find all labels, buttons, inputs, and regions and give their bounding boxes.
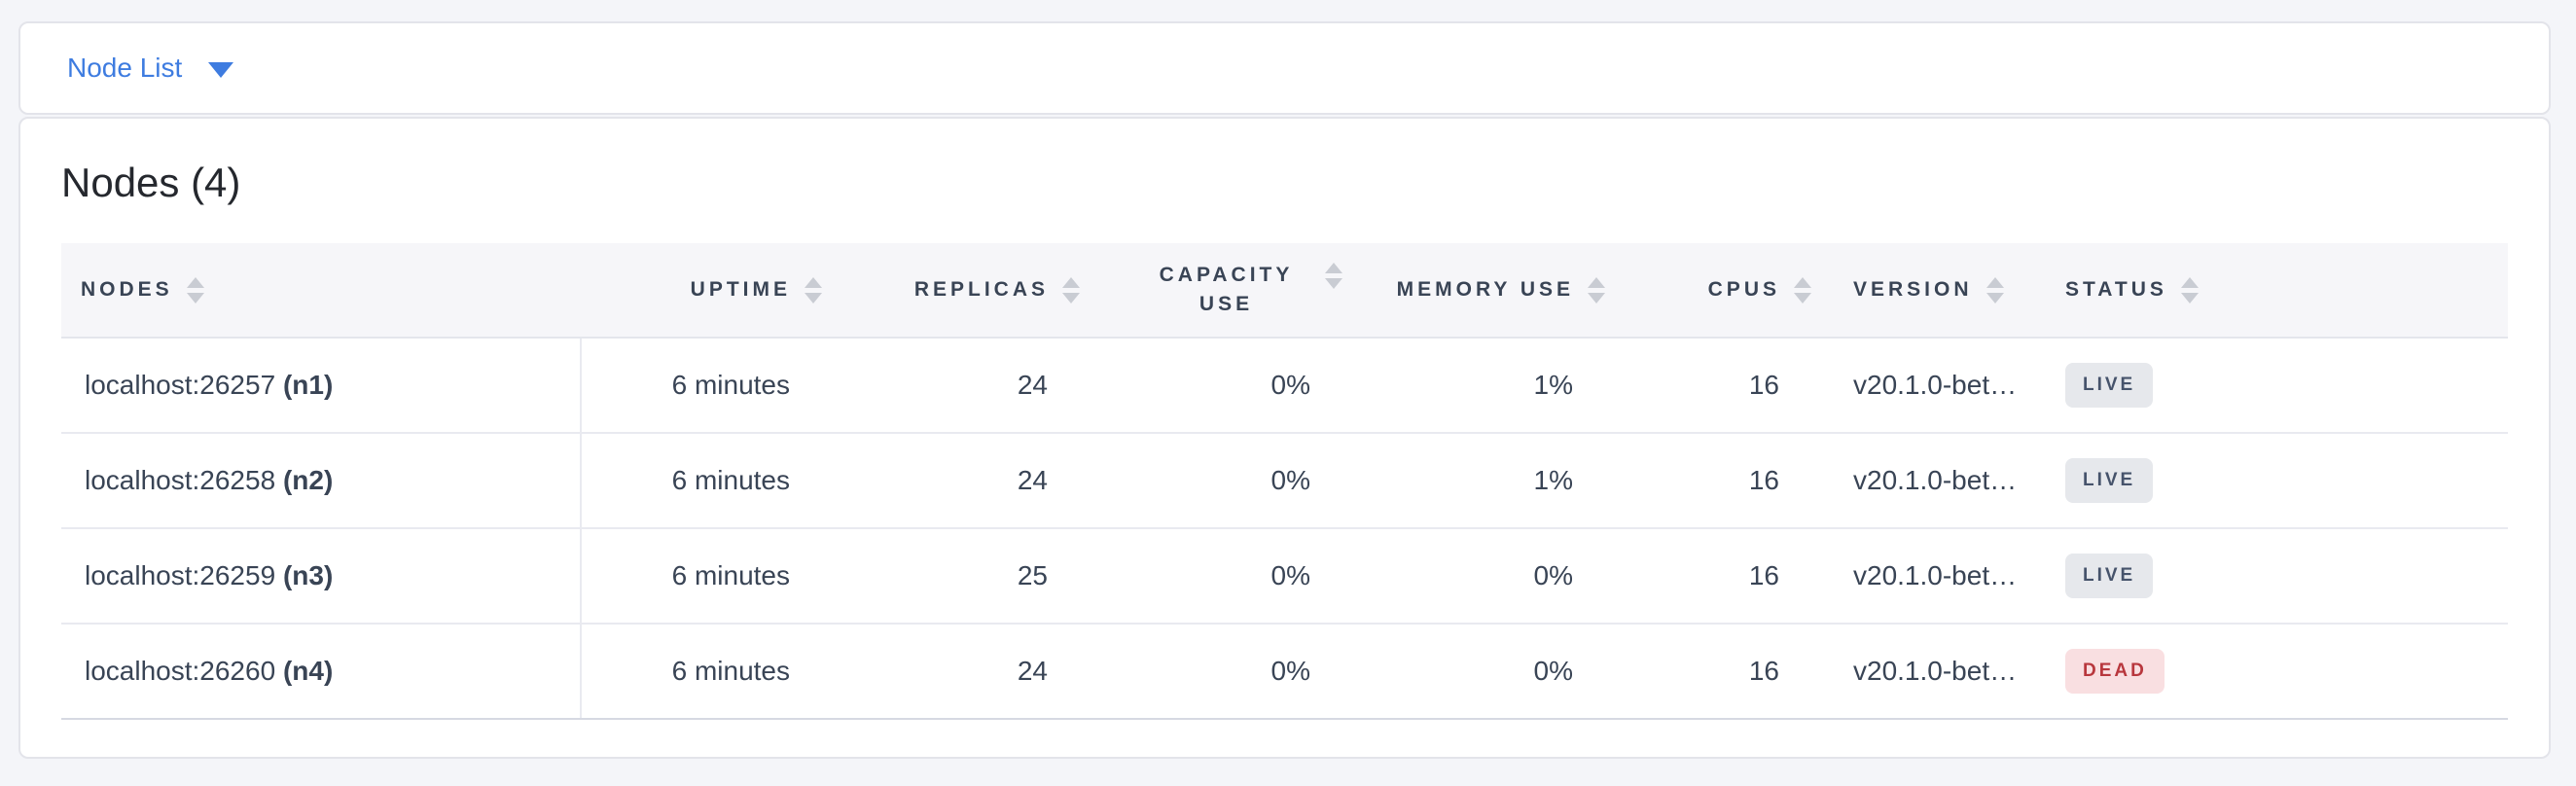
column-header-status[interactable]: STATUS [2033,243,2508,339]
node-address: localhost:26260 [85,656,283,686]
cpus-cell: 16 [1605,528,1811,625]
column-label: MEMORY USE [1396,278,1574,301]
version-cell: v20.1.0-bet… [1811,433,2033,529]
sort-icon [1588,276,1605,304]
cpus-cell: 16 [1605,433,1811,529]
cpus-cell: 16 [1605,338,1811,434]
sort-icon [1325,263,1342,289]
uptime-cell: 6 minutes [581,624,822,720]
column-label: CPUS [1707,278,1780,301]
status-badge: LIVE [2065,363,2154,408]
status-badge: LIVE [2065,554,2154,598]
replicas-cell: 24 [822,338,1080,434]
node-id: (n3) [282,560,334,590]
column-label: VERSION [1853,278,1973,301]
node-name-cell: localhost:26260 (n4) [61,624,582,720]
status-cell: LIVE [2033,433,2508,529]
caret-down-icon [208,62,234,78]
table-row: localhost:26258 (n2) 6 minutes 24 0% 1% 16 v20… [61,433,2508,529]
column-label: UPTIME [690,278,791,301]
sort-icon [2180,276,2199,304]
column-header-cpus[interactable]: CPUS [1605,243,1811,339]
sort-icon [1986,276,2004,304]
node-name-cell: localhost:26257 (n1) [61,338,582,434]
node-id: (n1) [282,370,334,400]
replicas-cell: 24 [822,433,1080,529]
cpus-cell: 16 [1605,624,1811,720]
node-address: localhost:26257 [85,370,283,400]
sort-icon [805,276,822,304]
capacity-use-cell: 0% [1080,433,1342,529]
node-list-table: NODES UPTIME REPLICAS CAPACITY USE MEMORY US… [61,243,2508,720]
column-header-uptime[interactable]: UPTIME [581,243,822,339]
table-body: localhost:26257 (n1) 6 minutes 24 0% 1% 16 v20… [61,338,2508,720]
view-dropdown[interactable]: Node List [67,53,234,84]
node-address: localhost:26258 [85,465,283,495]
uptime-cell: 6 minutes [581,528,822,625]
table-row: localhost:26260 (n4) 6 minutes 24 0% 0% 16 v20… [61,624,2508,720]
table-header-row: NODES UPTIME REPLICAS CAPACITY USE MEMORY US… [61,243,2508,339]
capacity-use-cell: 0% [1080,338,1342,434]
column-label: STATUS [2065,278,2167,301]
replicas-cell: 24 [822,624,1080,720]
column-label: NODES [81,278,173,301]
node-address: localhost:26259 [85,560,283,590]
column-header-memory-use[interactable]: MEMORY USE [1342,243,1605,339]
memory-use-cell: 0% [1342,528,1605,625]
status-badge: LIVE [2065,458,2154,503]
column-header-version[interactable]: VERSION [1811,243,2033,339]
table-row: localhost:26259 (n3) 6 minutes 25 0% 0% 16 v20… [61,528,2508,625]
node-name-cell: localhost:26258 (n2) [61,433,582,529]
column-label: REPLICAS [913,278,1049,301]
version-cell: v20.1.0-bet… [1811,338,2033,434]
view-selector-bar: Node List [18,21,2551,115]
view-dropdown-label: Node List [67,53,183,83]
replicas-cell: 25 [822,528,1080,625]
uptime-cell: 6 minutes [581,338,822,434]
nodes-card: Nodes (4) NODES UPTIME REPLICAS CAPACITY US… [18,117,2551,759]
column-header-replicas[interactable]: REPLICAS [822,243,1080,339]
sort-icon [186,276,204,304]
capacity-use-cell: 0% [1080,624,1342,720]
version-cell: v20.1.0-bet… [1811,528,2033,625]
sort-icon [1794,276,1811,304]
memory-use-cell: 0% [1342,624,1605,720]
uptime-cell: 6 minutes [581,433,822,529]
status-cell: DEAD [2033,624,2508,720]
version-cell: v20.1.0-bet… [1811,624,2033,720]
memory-use-cell: 1% [1342,433,1605,529]
status-cell: LIVE [2033,338,2508,434]
status-badge: DEAD [2065,649,2165,694]
table-row: localhost:26257 (n1) 6 minutes 24 0% 1% 16 v20… [61,338,2508,434]
node-name-cell: localhost:26259 (n3) [61,528,582,625]
column-label: CAPACITY USE [1159,264,1294,315]
capacity-use-cell: 0% [1080,528,1342,625]
page-title: Nodes (4) [61,160,241,205]
node-id: (n2) [282,465,334,495]
memory-use-cell: 1% [1342,338,1605,434]
column-header-nodes[interactable]: NODES [61,243,581,339]
sort-icon [1062,276,1080,304]
status-cell: LIVE [2033,528,2508,625]
node-id: (n4) [282,656,334,686]
column-header-capacity-use[interactable]: CAPACITY USE [1080,243,1342,339]
